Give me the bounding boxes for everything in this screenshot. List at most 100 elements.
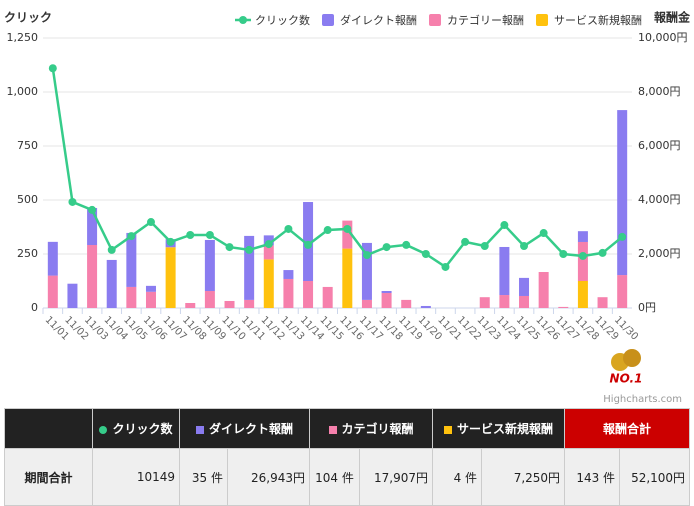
- badge: NO.1: [610, 372, 643, 386]
- y-tick-label: 250: [17, 247, 38, 260]
- y-tick-label: 1,250: [7, 31, 39, 44]
- badge-icon: [611, 349, 641, 371]
- bar: [322, 286, 333, 308]
- point: [559, 250, 568, 258]
- cell: 35 件: [179, 448, 228, 506]
- point: [68, 197, 77, 206]
- point: [520, 242, 529, 251]
- bar: [47, 275, 58, 308]
- point: [598, 248, 607, 257]
- bar: [361, 242, 372, 300]
- header-cell: 報酬合計: [564, 408, 691, 449]
- legend-marker: [322, 14, 334, 26]
- point: [402, 240, 411, 249]
- legend-marker: [239, 16, 247, 24]
- bar: [519, 277, 530, 296]
- header-text: カテゴリ報酬: [341, 422, 414, 436]
- point: [441, 262, 450, 271]
- bar: [617, 275, 628, 308]
- credits: Highcharts.com: [603, 394, 682, 405]
- header-text: ダイレクト報酬: [209, 422, 294, 436]
- bar: [165, 247, 176, 308]
- point: [88, 205, 97, 214]
- bar: [106, 259, 117, 308]
- bar: [204, 290, 215, 308]
- header-cell: サービス新規報酬: [432, 408, 566, 449]
- bar: [577, 231, 588, 242]
- y2-tick-label: 4,000円: [638, 193, 681, 206]
- bar: [204, 239, 215, 291]
- cell: 17,907円: [359, 448, 434, 506]
- y2-tick-label: 0円: [638, 301, 656, 314]
- y-axis-title: クリック: [4, 11, 52, 25]
- chart: クリック 報酬金 NO.1 Highcharts.com 0 250 500 750 1…: [4, 10, 691, 406]
- bar: [499, 295, 510, 308]
- header-cell: カテゴリ報酬: [309, 408, 434, 449]
- bar: [381, 293, 392, 308]
- header-text: サービス新規報酬: [457, 422, 554, 436]
- bar: [361, 299, 372, 308]
- bar: [401, 299, 412, 308]
- header-cell: クリック数: [92, 408, 180, 449]
- bar: [67, 283, 78, 308]
- bar: [303, 281, 314, 308]
- point: [618, 232, 627, 241]
- bar: [145, 291, 156, 308]
- bar: [87, 245, 98, 308]
- point: [343, 224, 352, 233]
- bar: [558, 306, 569, 308]
- point: [186, 230, 195, 239]
- bar: [479, 297, 490, 308]
- data-row: 期間合計 10149 35 件 26,943円 104 件 17,907円 4 …: [4, 448, 691, 506]
- point: [480, 242, 489, 251]
- bar: [224, 300, 235, 308]
- bar: [145, 285, 156, 292]
- legend-marker: [536, 14, 548, 26]
- bar: [283, 278, 294, 308]
- point: [264, 240, 273, 249]
- bar: [420, 305, 431, 308]
- legend-marker: [429, 14, 441, 26]
- legend-label: カテゴリー報酬: [447, 13, 524, 27]
- header-row: クリック数 ダイレクト報酬 カテゴリ報酬 サービス新規報酬 報酬合計: [4, 408, 691, 449]
- summary-table: クリック数 ダイレクト報酬 カテゴリ報酬 サービス新規報酬 報酬合計 期間合計 …: [4, 408, 691, 506]
- point: [107, 245, 116, 254]
- point: [166, 237, 175, 246]
- point: [461, 237, 470, 246]
- y2-tick-label: 10,000円: [638, 31, 688, 44]
- cell: 4 件: [432, 448, 483, 506]
- bar: [597, 297, 608, 308]
- cell: 104 件: [309, 448, 361, 506]
- y2-tick-label: 8,000円: [638, 85, 681, 98]
- cell: 7,250円: [481, 448, 566, 506]
- header-cell: [4, 408, 93, 449]
- header-cell: ダイレクト報酬: [178, 408, 311, 449]
- bar: [519, 295, 530, 308]
- bar: [342, 248, 353, 308]
- bar: [126, 232, 137, 287]
- point: [421, 250, 430, 258]
- point: [539, 229, 548, 238]
- y2-tick-label: 2,000円: [638, 247, 681, 260]
- y-tick-label: 750: [17, 139, 38, 152]
- bar: [577, 241, 588, 281]
- point: [382, 243, 391, 252]
- line: [51, 68, 623, 269]
- bar: [87, 208, 98, 246]
- header-text: クリック数: [112, 422, 173, 436]
- bar: [244, 235, 255, 300]
- point: [362, 251, 371, 260]
- legend-label: ダイレクト報酬: [340, 13, 417, 27]
- y-tick-label: 0: [31, 301, 38, 314]
- bar: [244, 299, 255, 308]
- bar: [617, 110, 628, 276]
- point: [500, 221, 509, 230]
- point: [245, 245, 254, 254]
- point: [323, 226, 332, 235]
- bar: [283, 270, 294, 279]
- point: [127, 232, 136, 241]
- y2-axis-title: 報酬金: [654, 10, 691, 25]
- cell: 10149: [92, 448, 180, 506]
- bar: [126, 286, 137, 308]
